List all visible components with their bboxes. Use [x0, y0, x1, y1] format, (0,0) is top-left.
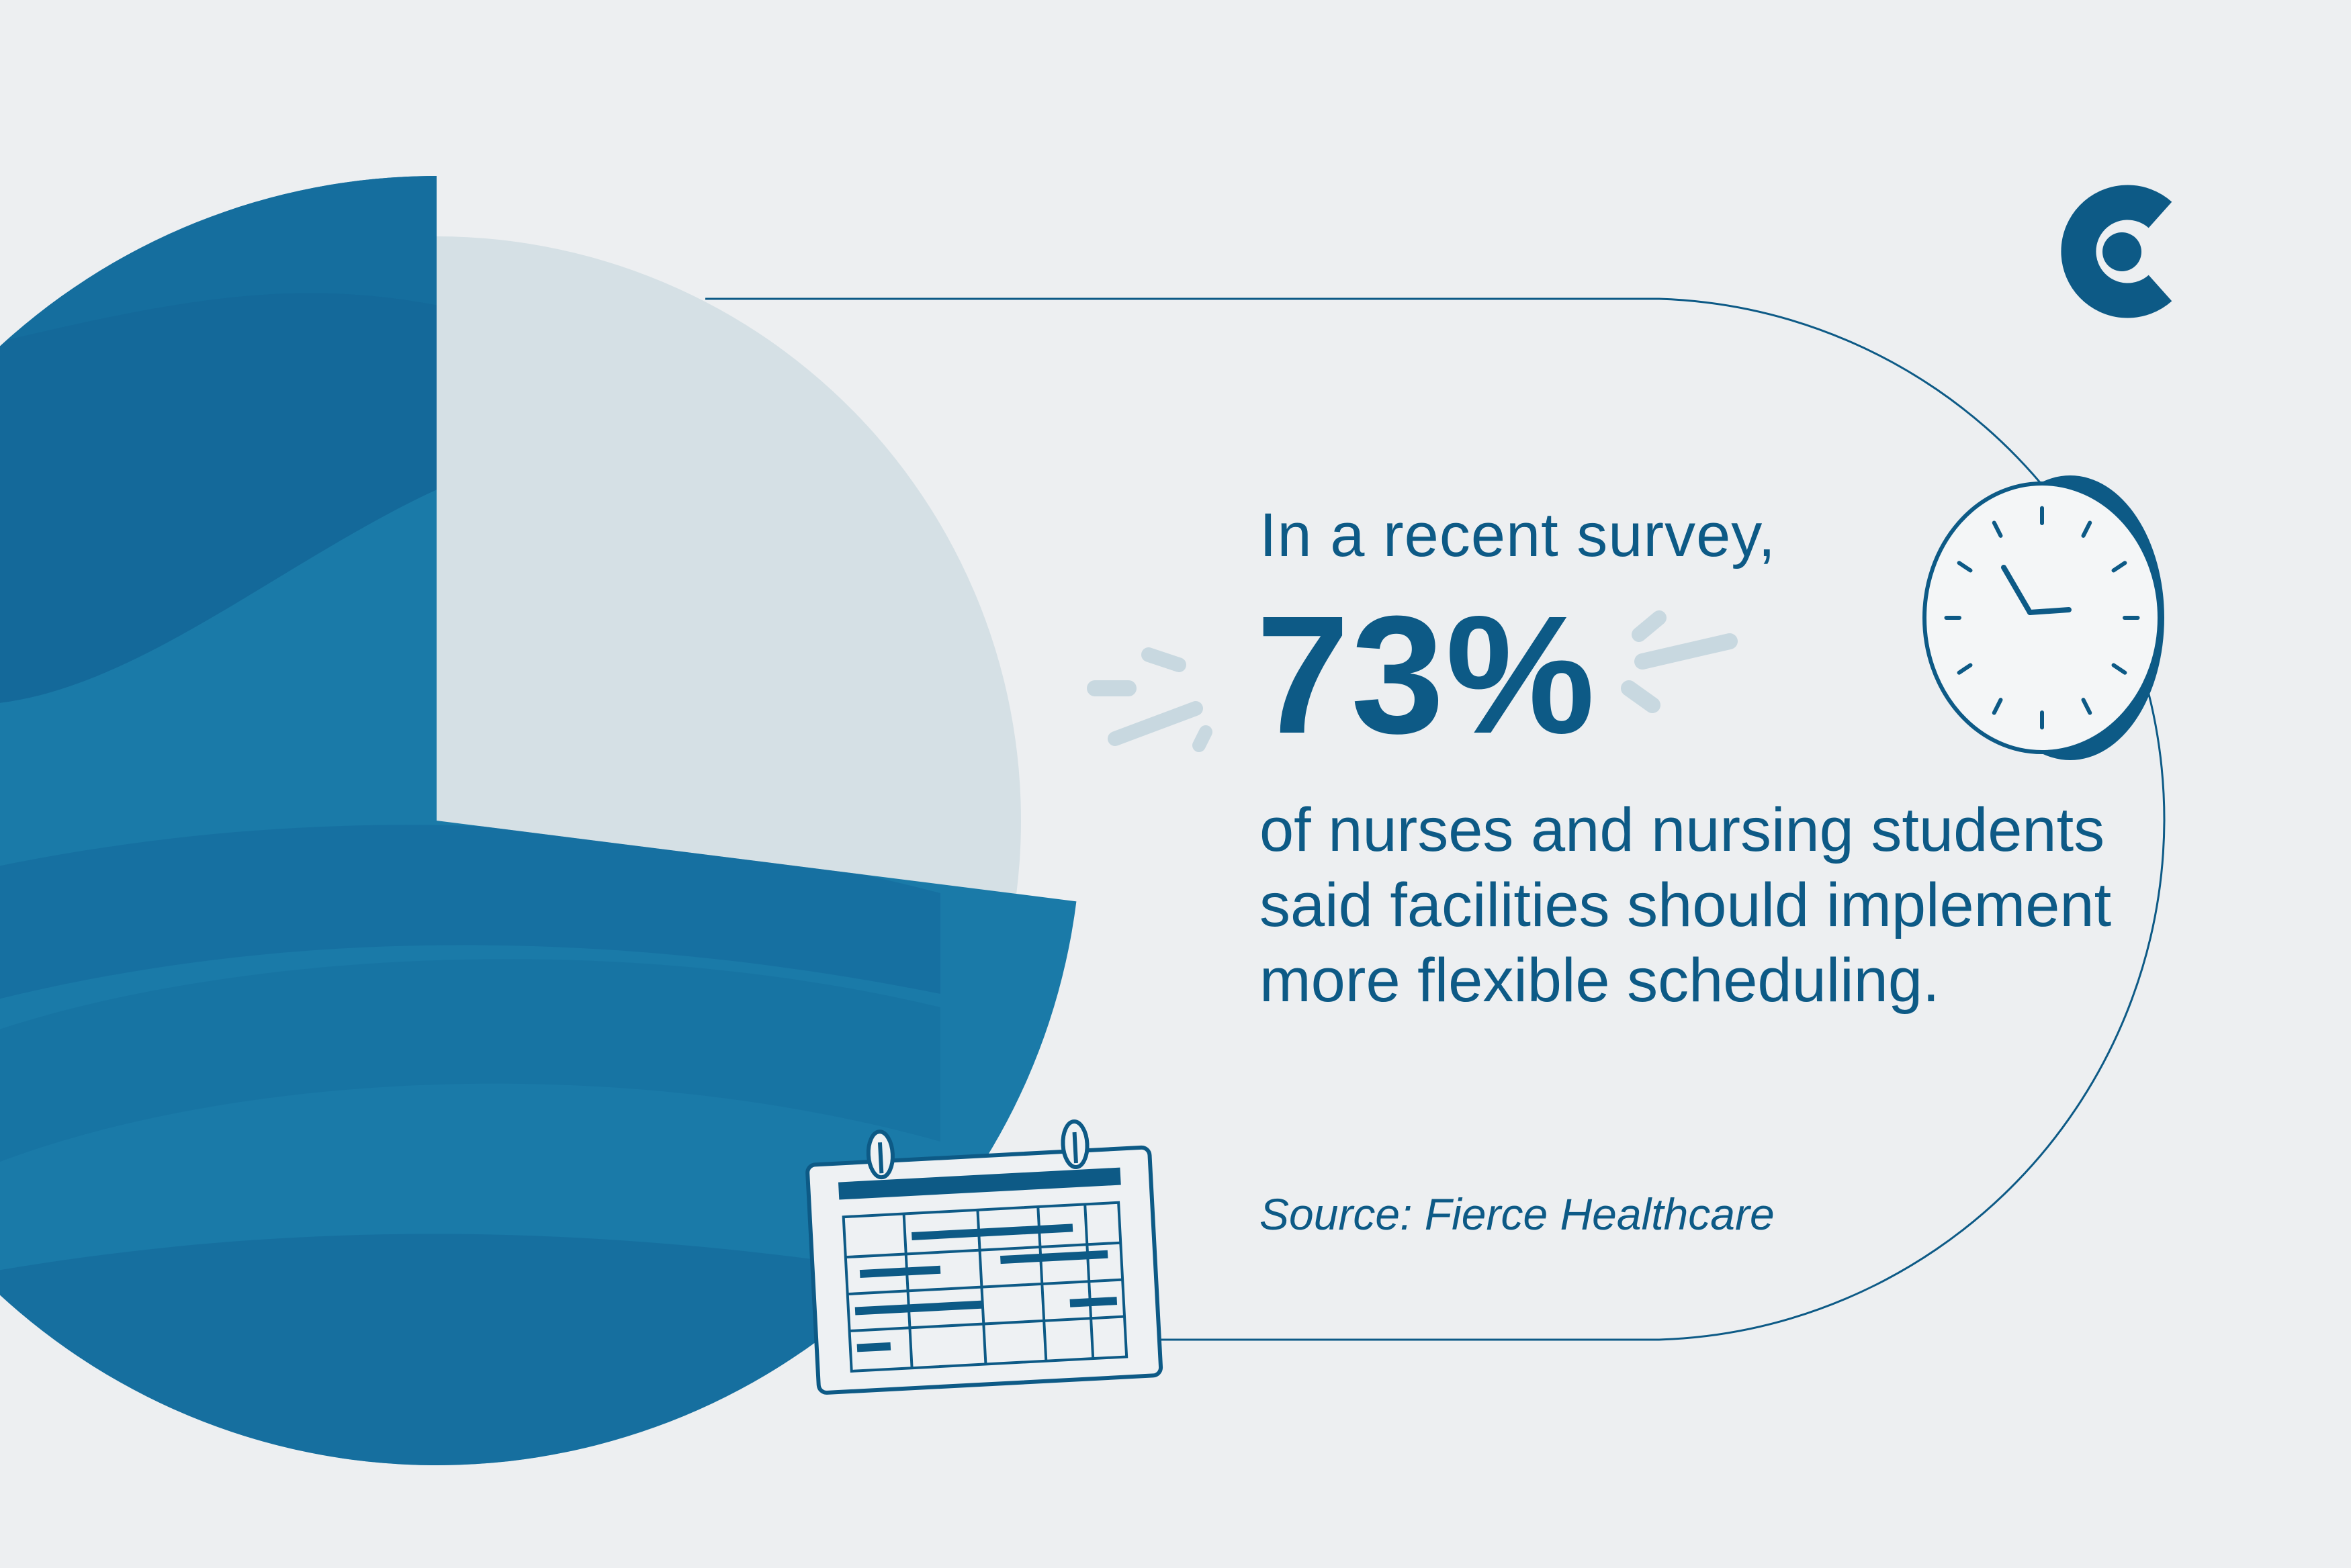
pie-chart	[0, 176, 1077, 1466]
stat-description: of nurses and nursing students said faci…	[1259, 796, 2112, 1015]
clock-tick	[1992, 520, 2003, 538]
sparkle-icon	[1087, 610, 1738, 752]
intro-text: In a recent survey,	[1259, 501, 1776, 569]
brand-logo-icon	[2061, 185, 2172, 318]
source-citation: Source: Fierce Healthcare	[1259, 1189, 1775, 1239]
clock-tick	[2111, 663, 2127, 675]
clock-tick	[1957, 663, 1973, 675]
calendar-icon	[805, 1119, 1163, 1395]
pie-wave-pattern	[0, 176, 1008, 1466]
clock-tick	[1992, 698, 2003, 715]
clock-tick	[2081, 698, 2092, 715]
card-outline	[705, 297, 2166, 1341]
pie-slice-remaining	[437, 236, 1022, 894]
clock-tick	[2081, 520, 2092, 538]
clock-icon	[1922, 475, 2164, 760]
stat-percentage: 73%	[1256, 581, 1597, 768]
clock-tick	[2111, 561, 2127, 573]
clock-tick	[1957, 561, 1973, 573]
